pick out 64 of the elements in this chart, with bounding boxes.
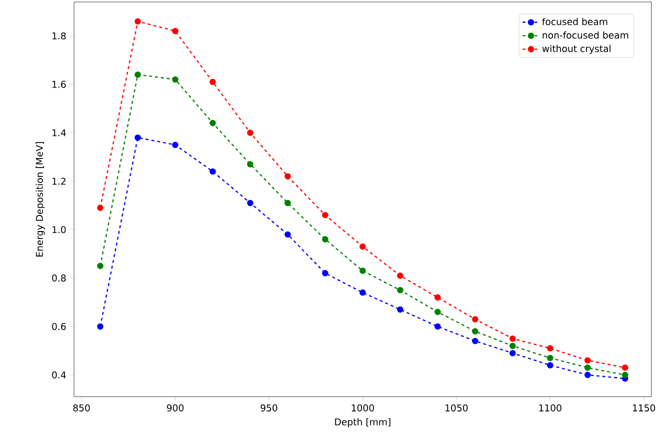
point	[210, 168, 216, 175]
point	[472, 338, 478, 344]
point	[172, 76, 178, 83]
y-tick-label: 0.4	[52, 371, 66, 378]
y-tick-label: 1.0	[52, 226, 66, 234]
y-tick-label: 1.4	[52, 129, 66, 136]
point	[472, 316, 478, 322]
point	[584, 364, 591, 371]
point	[172, 28, 178, 34]
legend-label: focused beam	[542, 18, 608, 26]
point	[322, 236, 328, 242]
point	[134, 71, 141, 78]
point	[134, 134, 141, 141]
point	[434, 294, 441, 301]
point	[97, 204, 104, 211]
point	[247, 200, 254, 206]
point	[397, 306, 404, 313]
point	[622, 364, 628, 371]
point	[434, 323, 441, 330]
point	[509, 350, 516, 356]
point	[584, 372, 591, 378]
point	[284, 231, 291, 238]
point	[397, 286, 404, 294]
x-tick-label: 900	[166, 404, 184, 412]
point	[360, 243, 366, 250]
legend-label: without crystal	[542, 44, 610, 54]
x-tick-label: 1100	[539, 404, 562, 412]
y-tick-label: 1.6	[52, 80, 66, 88]
y-tick-label: 1.2	[52, 178, 66, 185]
x-tick-label: 1150	[632, 404, 656, 412]
point	[210, 78, 216, 86]
point	[360, 289, 366, 296]
point	[622, 372, 628, 378]
point	[546, 362, 554, 368]
point	[584, 357, 591, 364]
point	[172, 142, 178, 148]
point	[247, 161, 254, 168]
point	[322, 212, 328, 218]
point	[546, 345, 554, 352]
y-axis-title: Energy Deposition [MeV]	[36, 142, 45, 256]
x-axis-title: Depth [mm]	[335, 418, 390, 428]
point	[284, 173, 291, 180]
point	[284, 200, 291, 206]
point	[247, 130, 254, 136]
point	[397, 272, 404, 279]
point	[360, 268, 366, 274]
y-tick-label: 0.8	[52, 274, 66, 282]
point	[509, 342, 516, 349]
x-tick-label: 1000	[352, 404, 374, 412]
x-tick-label: 950	[260, 404, 278, 412]
point	[322, 270, 328, 276]
point	[134, 18, 141, 24]
point	[434, 308, 441, 316]
point	[509, 335, 516, 342]
point	[97, 323, 104, 330]
x-tick-label: 850	[73, 404, 90, 412]
legend-label: non-focused beam	[542, 31, 628, 39]
y-tick-label: 0.6	[52, 322, 66, 330]
point	[472, 328, 478, 334]
point	[97, 262, 104, 270]
y-tick-label: 1.8	[52, 32, 66, 40]
x-tick-label: 1050	[446, 404, 468, 412]
point	[210, 120, 216, 126]
point	[546, 354, 554, 362]
